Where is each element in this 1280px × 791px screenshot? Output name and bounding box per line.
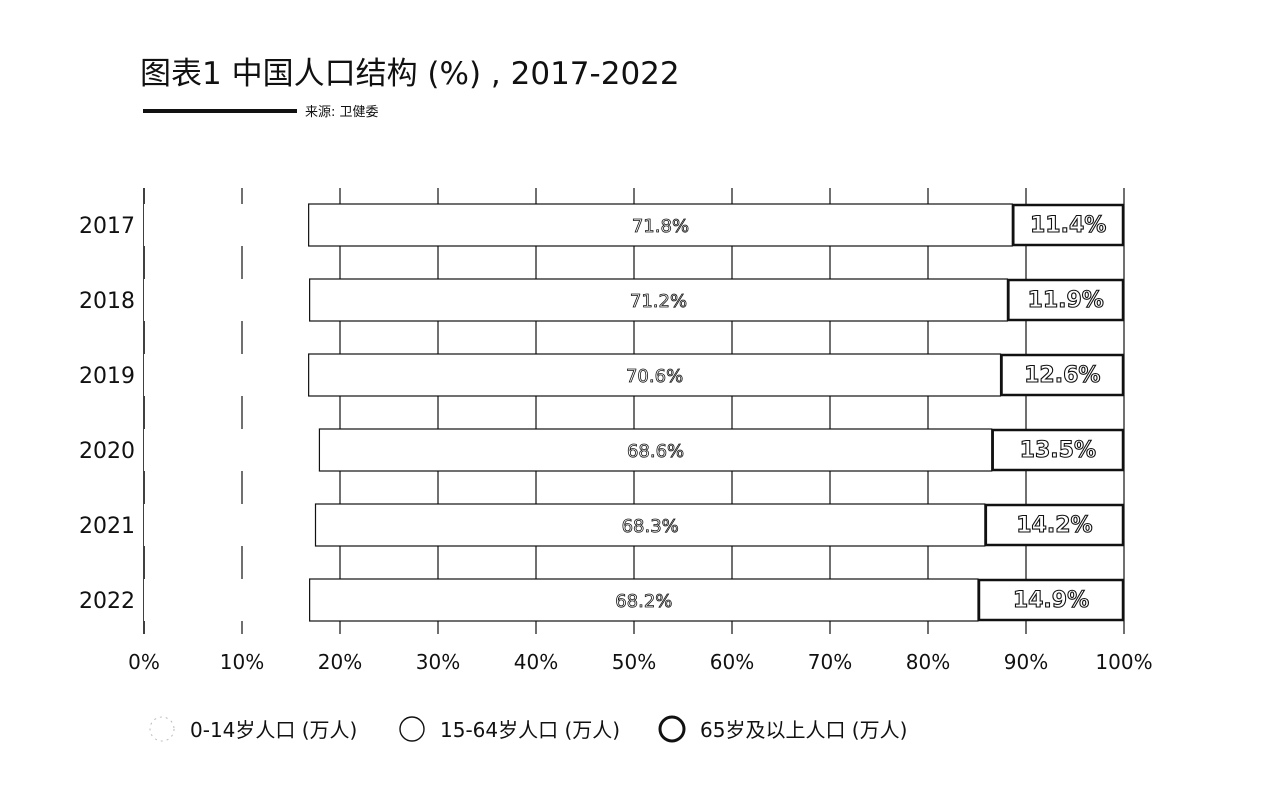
x-tick-label: 80% — [906, 650, 950, 674]
data-label: 13.5% — [1020, 438, 1096, 463]
bar-segment-0-14 — [144, 504, 316, 546]
bar-segment-15-64 — [309, 578, 979, 622]
legend-label: 65岁及以上人口 (万人) — [700, 718, 907, 742]
y-category-label: 2020 — [79, 439, 135, 464]
bar-segment-15-64 — [318, 428, 993, 472]
legend-swatch — [399, 716, 425, 742]
data-label: 11.9% — [1028, 288, 1104, 313]
data-label: 68.6% — [627, 441, 684, 462]
chart-title: 图表1 中国人口结构 (%) , 2017-2022 — [140, 56, 680, 92]
x-tick-label: 90% — [1004, 650, 1048, 674]
data-label: 71.8% — [632, 216, 689, 237]
legend: 0-14岁人口 (万人) 15-64岁人口 (万人) 65岁及以上人口 (万人) — [149, 715, 907, 743]
bar-segment-0-14 — [144, 279, 310, 321]
x-tick-label: 40% — [514, 650, 558, 674]
bar-segment-15-64 — [308, 203, 1013, 247]
legend-swatch — [149, 716, 175, 742]
x-tick-label: 100% — [1095, 650, 1152, 674]
bar-segment-65-plus — [991, 428, 1125, 472]
data-label: 68.3% — [622, 516, 679, 537]
bar-segment-65-plus — [1000, 353, 1125, 397]
legend-swatch — [658, 715, 686, 743]
legend-label: 15-64岁人口 (万人) — [440, 718, 620, 742]
y-category-label: 2022 — [79, 589, 135, 614]
bar-segment-65-plus — [1012, 203, 1125, 247]
bar-segment-15-64 — [314, 503, 986, 547]
bar-segment-65-plus — [1007, 278, 1125, 322]
bar-segment-0-14 — [144, 354, 309, 396]
x-tick-label: 0% — [128, 650, 160, 674]
bar-segment-65-plus — [977, 578, 1125, 622]
bar-segment-0-14 — [144, 204, 309, 246]
data-label: 68.2% — [615, 591, 672, 612]
x-tick-label: 10% — [220, 650, 264, 674]
plot-area: 0% 10% 20% 30% 40% 50% 60% 70% 80% 90% 100% 2017 71.… — [79, 188, 1153, 674]
y-category-label: 2019 — [79, 364, 135, 389]
bar-segment-0-14 — [144, 579, 310, 621]
x-tick-label: 20% — [318, 650, 362, 674]
y-category-label: 2021 — [79, 514, 135, 539]
data-label: 11.4% — [1030, 213, 1106, 238]
y-category-label: 2018 — [79, 289, 135, 314]
data-label: 12.6% — [1024, 363, 1100, 388]
title-underline — [143, 109, 297, 113]
y-category-label: 2017 — [79, 214, 135, 239]
bar-segment-65-plus — [984, 503, 1125, 547]
data-label: 71.2% — [630, 291, 687, 312]
bar-segment-15-64 — [308, 353, 1002, 397]
x-tick-label: 50% — [612, 650, 656, 674]
legend-label: 0-14岁人口 (万人) — [190, 718, 357, 742]
x-tick-label: 30% — [416, 650, 460, 674]
bar-segment-0-14 — [144, 429, 320, 471]
data-label: 14.2% — [1016, 513, 1092, 538]
source-note: 来源: 卫健委 — [305, 105, 379, 120]
data-label: 70.6% — [626, 366, 683, 387]
data-label: 14.9% — [1013, 588, 1089, 613]
x-tick-label: 60% — [710, 650, 754, 674]
x-tick-label: 70% — [808, 650, 852, 674]
